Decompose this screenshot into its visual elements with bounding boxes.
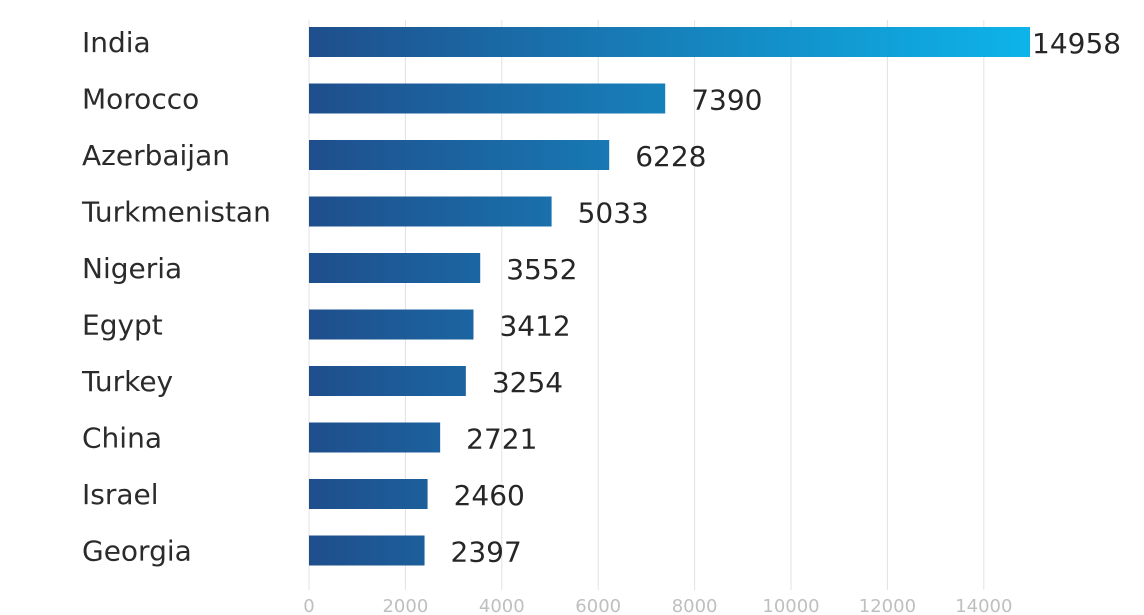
value-label: 7390 [691, 84, 762, 117]
bar [309, 422, 441, 453]
value-label: 5033 [578, 197, 649, 230]
bars-layer [309, 27, 1030, 566]
x-tick-label: 6000 [575, 596, 621, 615]
category-label: China [82, 422, 162, 455]
x-tick-label: 2000 [382, 596, 428, 615]
category-label: Egypt [82, 309, 163, 342]
category-label: Turkmenistan [81, 196, 271, 229]
value-label: 3552 [506, 253, 577, 286]
bar [309, 366, 466, 396]
bar [309, 309, 474, 340]
value-label: 3254 [492, 366, 563, 399]
x-tick-label: 12000 [859, 596, 916, 615]
category-label: Israel [82, 478, 159, 511]
value-label: 2460 [454, 479, 525, 512]
category-label: India [82, 26, 151, 59]
bar [309, 196, 552, 227]
x-tick-label: 14000 [955, 596, 1012, 615]
bar [309, 253, 481, 283]
category-label: Azerbaijan [82, 139, 230, 172]
category-label: Turkey [81, 365, 173, 398]
x-tick-label: 0 [303, 596, 314, 615]
x-tick-label: 8000 [672, 596, 718, 615]
category-labels: India Morocco Azerbaijan Turkmenistan Nigeri… [81, 26, 271, 568]
bar [309, 27, 1030, 57]
value-label: 14958 [1032, 27, 1121, 60]
x-tick-label: 4000 [479, 596, 525, 615]
category-label: Nigeria [82, 252, 182, 285]
category-label: Georgia [82, 535, 192, 568]
x-tick-label: 10000 [762, 596, 819, 615]
value-label: 3412 [499, 310, 570, 343]
value-label: 2397 [451, 536, 522, 569]
value-label: 2721 [466, 423, 537, 456]
category-label: Morocco [82, 83, 199, 116]
bar [309, 140, 610, 170]
bar [309, 83, 666, 114]
bar [309, 479, 428, 509]
bar [309, 535, 425, 566]
value-label: 6228 [635, 140, 706, 173]
x-axis-ticks: 0 2000 4000 6000 8000 10000 12000 14000 [303, 596, 1012, 615]
grid-layer [308, 20, 985, 590]
